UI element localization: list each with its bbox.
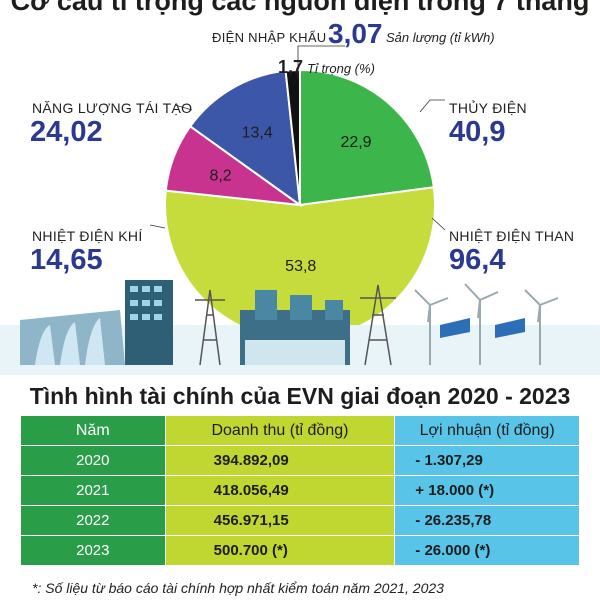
header-revenue: Doanh thu (tỉ đồng) <box>164 415 396 446</box>
table-row: 2020 394.892,09 - 1.307,29 <box>20 445 580 476</box>
cell-profit: - 1.307,29 <box>394 445 580 476</box>
chart-title: Cơ cấu tỉ trọng các nguồn điện trong 7 t… <box>10 0 590 16</box>
label-hydro-name: THỦY ĐIỆN <box>449 100 527 116</box>
legend-note-output: Sản lượng (tỉ kWh) <box>386 30 495 45</box>
wind-turbine-icon <box>414 283 559 365</box>
label-gas-output: 14,65 <box>30 244 103 276</box>
cell-year: 2020 <box>20 445 166 476</box>
pie-slice-4 <box>284 68 301 206</box>
pie-slice-label-2: 8,2 <box>209 168 231 185</box>
cell-revenue: 500.700 (*) <box>164 535 396 566</box>
leader-line-hydro <box>419 99 445 113</box>
header-profit: Lợi nhuận (tỉ đồng) <box>394 415 580 446</box>
leader-line-gas <box>149 224 166 229</box>
header-year: Năm <box>20 415 166 446</box>
legend-note-share: Tỉ trọng (%) <box>307 61 375 76</box>
label-coal-name: NHIỆT ĐIỆN THAN <box>449 228 575 244</box>
pie-slice-label-0: 22,9 <box>340 134 371 151</box>
pie-slice-3 <box>188 69 302 208</box>
label-coal-output: 96,4 <box>449 244 506 276</box>
pie-slice-label-1: 53,8 <box>285 258 316 275</box>
label-import-share: 1,7 <box>278 57 304 77</box>
cell-profit: + 18.000 (*) <box>394 475 580 506</box>
cell-profit: - 26.000 (*) <box>394 535 580 566</box>
leader-line-coal <box>431 217 446 231</box>
pie-chart: 22,9 53,8 8,2 13,4 <box>149 45 446 341</box>
label-gas-name: NHIỆT ĐIỆN KHÍ <box>32 228 143 244</box>
leader-line-renew <box>174 104 193 111</box>
financial-table-title: Tình hình tài chính của EVN giai đoạn 20… <box>29 383 571 409</box>
table-header-row: Năm Doanh thu (tỉ đồng) Lợi nhuận (tỉ đồ… <box>20 415 580 446</box>
table-row: 2022 456.971,15 - 26.235,78 <box>20 505 580 536</box>
cell-year: 2023 <box>20 535 166 566</box>
pylon-icon <box>195 284 396 366</box>
label-import-output: 3,07 <box>328 18 383 49</box>
cell-revenue: 394.892,09 <box>164 445 396 476</box>
table-row: 2021 418.056,49 + 18.000 (*) <box>20 475 580 506</box>
pie-slice-0 <box>299 68 435 207</box>
pie-slice-label-3: 13,4 <box>242 125 273 142</box>
financial-table: Năm Doanh thu (tỉ đồng) Lợi nhuận (tỉ đồ… <box>20 415 580 566</box>
label-renewable-name: NĂNG LƯỢNG TÁI TẠO <box>32 100 193 116</box>
label-renewable-output: 24,02 <box>30 116 103 148</box>
table-row: 2023 500.700 (*) - 26.000 (*) <box>20 535 580 566</box>
cell-revenue: 418.056,49 <box>164 475 396 506</box>
leader-line-import <box>297 45 345 78</box>
cell-year: 2022 <box>20 505 166 536</box>
label-import-name: ĐIỆN NHẬP KHẨU <box>212 30 327 45</box>
label-hydro-output: 40,9 <box>449 116 506 148</box>
cell-revenue: 456.971,15 <box>164 505 396 536</box>
footnote: *: Số liệu từ báo cáo tài chính hợp nhất… <box>32 580 444 596</box>
cell-profit: - 26.235,78 <box>394 505 580 536</box>
power-plant-illustration <box>0 280 600 375</box>
building-icon <box>125 280 173 365</box>
cell-year: 2021 <box>20 475 166 506</box>
solar-panel-icon <box>440 318 525 338</box>
